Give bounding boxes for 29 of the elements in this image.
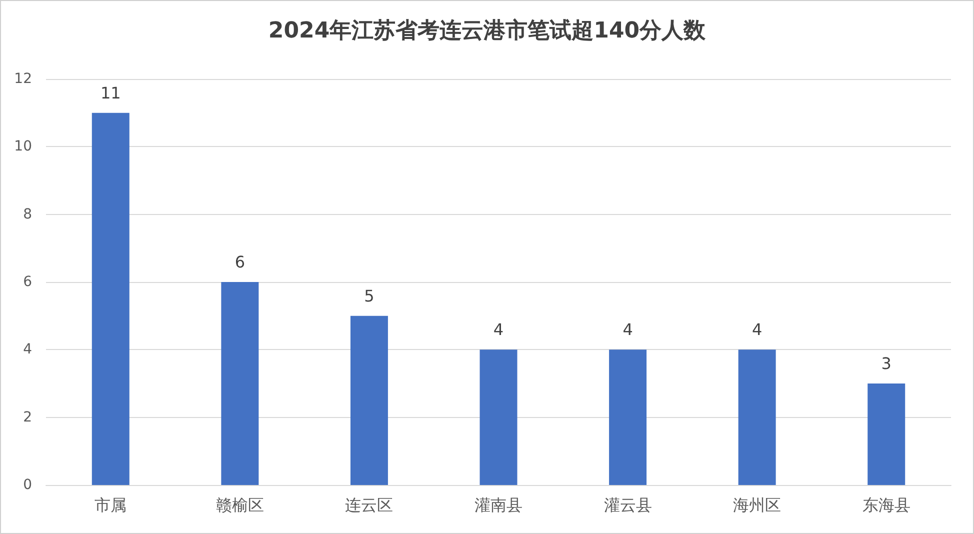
y-tick-label: 8 (23, 206, 32, 222)
data-label: 4 (752, 320, 762, 340)
data-label: 4 (622, 320, 633, 340)
y-tick-label: 2 (23, 409, 32, 426)
bar (609, 350, 647, 485)
y-tick-label: 6 (23, 274, 32, 290)
x-tick-label: 连云区 (345, 496, 394, 514)
bar (480, 350, 518, 485)
data-label: 11 (100, 83, 121, 102)
x-tick-label: 灌南县 (474, 496, 522, 514)
x-tick-label: 海州区 (733, 496, 782, 514)
y-tick-label: 0 (23, 477, 32, 493)
y-tick-label: 4 (23, 342, 32, 358)
data-label: 3 (881, 354, 892, 373)
chart-title: 2024年江苏省考连云港市笔试超140分人数 (268, 18, 707, 44)
y-tick-label: 10 (14, 138, 32, 155)
bar (350, 316, 388, 485)
x-tick-label: 赣榆区 (216, 496, 264, 514)
bar (868, 384, 906, 485)
x-tick-label: 东海县 (862, 496, 910, 514)
data-label: 4 (493, 320, 504, 340)
data-label: 5 (364, 286, 374, 306)
data-label: 6 (234, 252, 246, 272)
bar (92, 112, 130, 485)
bar (221, 282, 259, 485)
y-tick-label: 12 (14, 71, 32, 87)
x-tick-label: 灌云县 (604, 496, 652, 514)
x-tick-label: 市属 (94, 496, 127, 514)
bar (738, 350, 776, 485)
